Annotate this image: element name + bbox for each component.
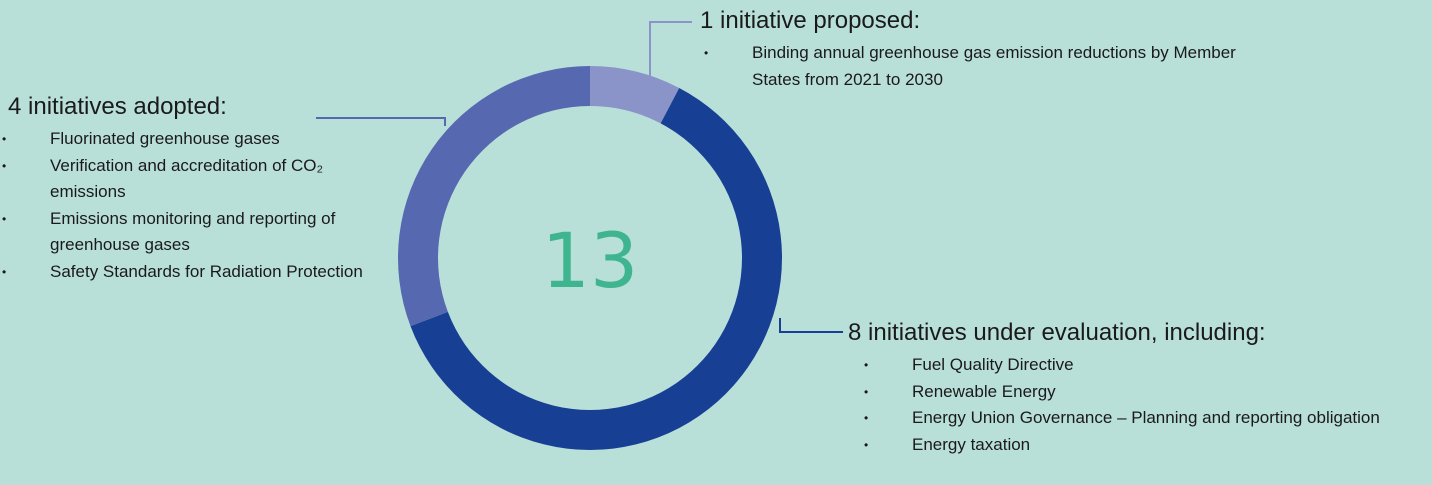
annotation: 4 initiatives adopted: Fluorinated greenh… xyxy=(2,92,388,285)
annotation: 1 initiative proposed: Binding annual gre… xyxy=(700,6,1300,93)
list-item: Fuel Quality Directive xyxy=(864,352,1430,379)
list-item: Verification and accreditation of CO₂ em… xyxy=(2,153,374,206)
leader-line xyxy=(779,318,843,333)
donut-slice xyxy=(397,66,590,327)
list-item: Binding annual greenhouse gas emission r… xyxy=(704,40,1284,93)
list-item: Safety Standards for Radiation Protectio… xyxy=(2,259,374,286)
item-list: Fluorinated greenhouse gasesVerification… xyxy=(2,126,374,285)
annotation-heading: 4 initiatives adopted: xyxy=(8,93,227,120)
donut-slice xyxy=(590,66,680,124)
list-item: Renewable Energy xyxy=(864,379,1430,406)
annotation-heading: 8 initiatives under evaluation, includin… xyxy=(848,319,1266,346)
list-item: Energy taxation xyxy=(864,432,1430,459)
donut xyxy=(397,66,782,450)
leader-line xyxy=(316,117,446,126)
item-list: Binding annual greenhouse gas emission r… xyxy=(704,40,1284,93)
annotation: 8 initiatives under evaluation, includin… xyxy=(848,318,1428,458)
total-label: 13 xyxy=(542,216,639,305)
list-item: Fluorinated greenhouse gases xyxy=(2,126,374,153)
annotation-heading: 1 initiative proposed: xyxy=(700,7,921,34)
item-list: Fuel Quality DirectiveRenewable EnergyEn… xyxy=(864,352,1430,458)
leader-line xyxy=(649,21,692,108)
list-item: Energy Union Governance – Planning and r… xyxy=(864,405,1430,432)
list-item: Emissions monitoring and reporting of gr… xyxy=(2,206,374,259)
